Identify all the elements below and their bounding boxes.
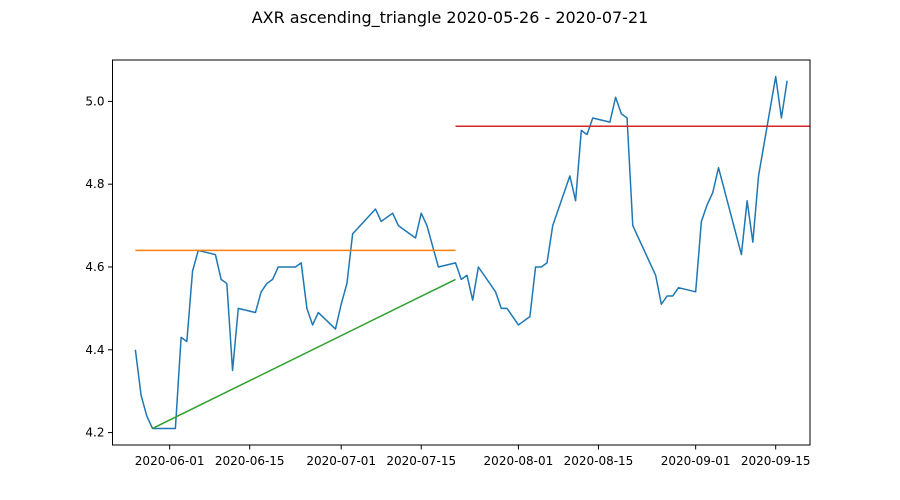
x-tick-label: 2020-06-15 (215, 454, 285, 468)
x-tick-label: 2020-09-01 (661, 454, 731, 468)
x-tick-label: 2020-08-15 (564, 454, 634, 468)
y-tick-label: 4.6 (85, 260, 104, 274)
y-tick-label: 4.2 (85, 426, 104, 440)
series-line-2 (152, 278, 456, 430)
x-tick-label: 2020-07-01 (306, 454, 376, 468)
x-tick-label: 2020-08-01 (484, 454, 554, 468)
x-tick-label: 2020-09-15 (741, 454, 811, 468)
series-line-0 (134, 75, 788, 430)
x-tick-label: 2020-06-01 (135, 454, 205, 468)
x-tick-label: 2020-07-15 (386, 454, 456, 468)
y-tick-label: 4.4 (85, 343, 104, 357)
y-tick-label: 5.0 (85, 94, 104, 108)
chart-title: AXR ascending_triangle 2020-05-26 - 2020… (252, 8, 649, 28)
y-tick-label: 4.8 (85, 177, 104, 191)
x-axis: 2020-06-01 2020-06-15 2020-07-01 2020-07-15… (135, 445, 811, 468)
series-layer (134, 75, 810, 430)
plot-frame (112, 59, 811, 446)
y-axis: 4.2 4.4 4.6 4.8 5.0 (85, 94, 113, 440)
